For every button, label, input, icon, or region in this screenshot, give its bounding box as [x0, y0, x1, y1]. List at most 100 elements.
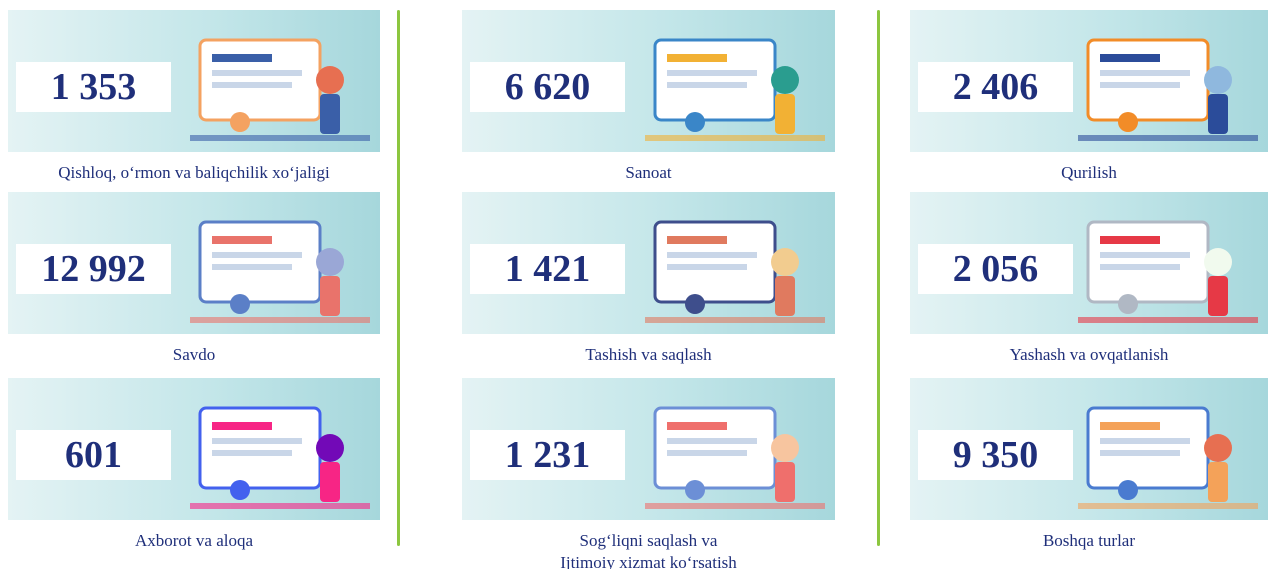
illustration-shape [771, 66, 799, 94]
card-label-line: Savdo [8, 344, 380, 366]
illustration-shape [645, 503, 825, 509]
illustration-shape [645, 135, 825, 141]
illustration-shape [1100, 54, 1160, 62]
card: 9 350 [910, 378, 1268, 520]
illustration-shape [1078, 503, 1258, 509]
illustration [1068, 192, 1268, 334]
illustration [1068, 10, 1268, 152]
illustration-shape [1118, 294, 1138, 314]
card-label-line: Tashish va saqlash [462, 344, 835, 366]
card: 601 [8, 378, 380, 520]
card-value: 2 406 [918, 62, 1073, 112]
illustration-shape [1118, 112, 1138, 132]
card-label: Boshqa turlar [910, 530, 1268, 552]
illustration-shape [316, 248, 344, 276]
illustration [1068, 378, 1268, 520]
illustration-shape [1208, 94, 1228, 134]
illustration-shape [655, 408, 775, 488]
illustration-shape [1204, 248, 1232, 276]
card-value: 6 620 [470, 62, 625, 112]
illustration-shape [775, 94, 795, 134]
illustration-shape [212, 82, 292, 88]
illustration-shape [655, 40, 775, 120]
illustration [180, 10, 380, 152]
card-value: 1 353 [16, 62, 171, 112]
illustration-shape [212, 422, 272, 430]
illustration-shape [230, 294, 250, 314]
illustration-shape [1118, 480, 1138, 500]
illustration-shape [1088, 222, 1208, 302]
card-label-line: Qishloq, o‘rmon va baliqchilik xo‘jaligi [8, 162, 380, 184]
illustration-shape [655, 222, 775, 302]
card: 12 992 [8, 192, 380, 334]
illustration-shape [200, 408, 320, 488]
illustration-shape [1100, 450, 1180, 456]
illustration-shape [1088, 408, 1208, 488]
illustration-shape [1208, 276, 1228, 316]
card-label-line: Axborot va aloqa [8, 530, 380, 552]
card-value: 9 350 [918, 430, 1073, 480]
card-value: 2 056 [918, 244, 1073, 294]
card-label: Sanoat [462, 162, 835, 184]
illustration-shape [1204, 66, 1232, 94]
card: 2 406 [910, 10, 1268, 152]
card: 1 231 [462, 378, 835, 520]
divider [397, 10, 400, 546]
illustration-shape [212, 450, 292, 456]
illustration-shape [645, 317, 825, 323]
card-value: 1 421 [470, 244, 625, 294]
card: 2 056 [910, 192, 1268, 334]
illustration [180, 192, 380, 334]
illustration-shape [775, 276, 795, 316]
illustration-shape [1100, 252, 1190, 258]
illustration-shape [667, 450, 747, 456]
card-value: 1 231 [470, 430, 625, 480]
illustration-shape [685, 294, 705, 314]
illustration-shape [667, 252, 757, 258]
card-label-line: Yashash va ovqatlanish [910, 344, 1268, 366]
card-label-line: Sog‘liqni saqlash va [462, 530, 835, 552]
illustration-shape [1078, 135, 1258, 141]
illustration-shape [667, 422, 727, 430]
illustration-shape [212, 236, 272, 244]
card-label: Qishloq, o‘rmon va baliqchilik xo‘jaligi [8, 162, 380, 184]
card: 1 421 [462, 192, 835, 334]
card-label-line: Sanoat [462, 162, 835, 184]
illustration-shape [667, 70, 757, 76]
card-value: 601 [16, 430, 171, 480]
card-label: Yashash va ovqatlanish [910, 344, 1268, 366]
illustration-shape [230, 480, 250, 500]
divider [877, 10, 880, 546]
illustration-shape [320, 462, 340, 502]
card-label: Qurilish [910, 162, 1268, 184]
illustration-shape [1100, 70, 1190, 76]
illustration-shape [1100, 422, 1160, 430]
illustration-shape [771, 248, 799, 276]
illustration-shape [667, 236, 727, 244]
illustration-shape [200, 222, 320, 302]
illustration-shape [1100, 236, 1160, 244]
card-label: Tashish va saqlash [462, 344, 835, 366]
illustration-shape [316, 434, 344, 462]
card: 6 620 [462, 10, 835, 152]
card-label: Savdo [8, 344, 380, 366]
illustration-shape [212, 70, 302, 76]
illustration [180, 378, 380, 520]
illustration-shape [771, 434, 799, 462]
illustration-shape [667, 82, 747, 88]
illustration [635, 378, 835, 520]
illustration-shape [200, 40, 320, 120]
illustration-shape [1100, 438, 1190, 444]
illustration-shape [775, 462, 795, 502]
illustration-shape [230, 112, 250, 132]
illustration-shape [1208, 462, 1228, 502]
illustration-shape [212, 54, 272, 62]
illustration-shape [320, 94, 340, 134]
illustration-shape [685, 112, 705, 132]
card-label-line: Ijtimoiy xizmat ko‘rsatish [462, 552, 835, 569]
card: 1 353 [8, 10, 380, 152]
illustration-shape [1204, 434, 1232, 462]
illustration-shape [190, 317, 370, 323]
illustration-shape [190, 503, 370, 509]
